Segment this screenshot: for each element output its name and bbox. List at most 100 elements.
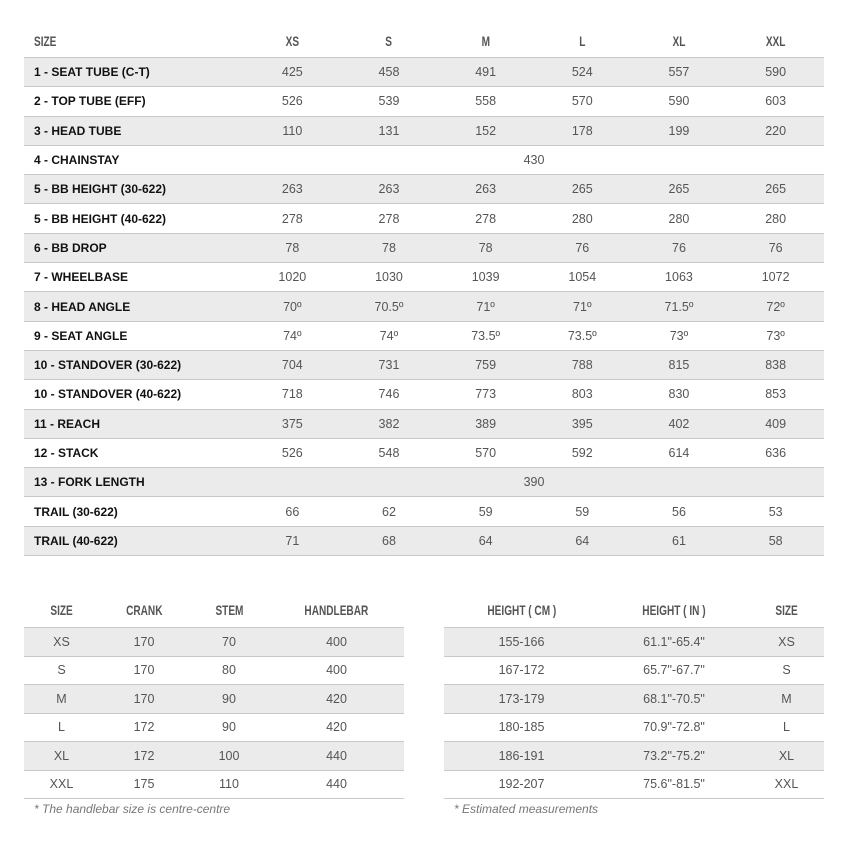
row-value: 838 [727,350,824,381]
row-value: 73.5º [437,321,534,351]
cell-value: 80 [189,656,269,685]
row-value: 557 [630,57,728,88]
row-label: 10 - STANDOVER (40-622) [24,379,244,410]
cell-value: 440 [269,770,404,799]
table-row: 8 - HEAD ANGLE 70º 70.5º 71º 71º 71.5º 72º [24,291,824,322]
cell-value: 420 [269,684,404,714]
column-header: HEIGHT ( CM ) [444,593,599,628]
table-row: L 172 90 420 [24,713,404,742]
column-header-label: STEM [214,602,243,618]
cell-value: 70 [189,627,269,657]
row-value: 570 [533,86,631,117]
row-label: 7 - WHEELBASE [24,262,244,293]
row-value: 746 [340,379,438,410]
column-header: HANDLEBAR [269,593,404,628]
row-value: 220 [727,116,824,146]
column-header: S [340,25,438,58]
table-row: M 170 90 420 [24,684,404,714]
row-value: 1030 [340,262,438,293]
row-value: 265 [630,174,728,205]
row-value: 430 [244,145,824,176]
row-value: 74º [244,321,341,351]
table-row: S 170 80 400 [24,656,404,685]
row-value: 68 [340,526,438,557]
column-header: SIZE [24,593,99,628]
column-header: CRANK [99,593,189,628]
row-label: 1 - SEAT TUBE (C-T) [24,57,244,88]
row-value: 395 [533,409,631,439]
table-row: 7 - WHEELBASE 1020 1030 1039 1054 1063 1072 [24,262,824,293]
column-header: L [533,25,631,58]
column-header: STEM [189,593,269,628]
fit-table: HEIGHT ( CM ) HEIGHT ( IN ) SIZE 155-166 61… [444,593,824,799]
row-value: 131 [340,116,438,146]
table-row: XS 170 70 400 [24,627,404,657]
cell-value: 172 [99,741,189,771]
row-value: 71 [244,526,341,557]
column-header-label: L [579,33,586,49]
row-value: 718 [244,379,341,410]
column-header-label: HANDLEBAR [304,602,369,618]
row-value: 278 [437,203,534,234]
column-header-label: SIZE [775,602,798,618]
row-value: 526 [244,86,341,117]
row-value: 265 [727,174,824,205]
row-value: 280 [630,203,728,234]
row-value: 70º [244,291,341,322]
row-value: 263 [340,174,438,205]
cell-value: 172 [99,713,189,742]
column-header-label: XL [672,33,686,49]
row-value: 402 [630,409,728,439]
table-row: 167-172 65.7"-67.7" S [444,656,824,685]
row-value: 76 [533,233,631,264]
row-label: TRAIL (30-622) [24,496,244,527]
cell-value: 100 [189,741,269,771]
column-header-label: SIZE [34,33,57,49]
row-label: 13 - FORK LENGTH [24,467,244,498]
table-row: 11 - REACH 375 382 389 395 402 409 [24,409,824,439]
row-value: 1039 [437,262,534,293]
row-value: 704 [244,350,341,381]
cell-value: 90 [189,713,269,742]
row-value: 382 [340,409,438,439]
row-value: 390 [244,467,824,498]
column-header: XXL [727,25,824,58]
table-row: 155-166 61.1"-65.4" XS [444,627,824,657]
row-value: 278 [340,203,438,234]
row-value: 524 [533,57,631,88]
row-value: 73.5º [533,321,631,351]
column-header-label: XXL [765,33,786,49]
row-value: 548 [340,438,438,469]
row-value: 803 [533,379,631,410]
row-value: 409 [727,409,824,439]
row-value: 389 [437,409,534,439]
row-value: 853 [727,379,824,410]
row-value: 78 [437,233,534,264]
row-label: TRAIL (40-622) [24,526,244,557]
row-value: 56 [630,496,728,527]
table-row: 5 - BB HEIGHT (40-622) 278 278 278 280 280 280 [24,203,824,234]
cell-value: M [749,684,824,714]
row-label: 4 - CHAINSTAY [24,145,244,176]
cell-value: XXL [24,770,99,799]
table-row: XL 172 100 440 [24,741,404,771]
row-value: 59 [437,496,534,527]
row-value: 375 [244,409,341,439]
row-label: 9 - SEAT ANGLE [24,321,244,351]
column-header: SIZE [24,25,244,58]
table-row: TRAIL (30-622) 66 62 59 59 56 53 [24,496,824,527]
cell-value: 170 [99,656,189,685]
cell-value: L [24,713,99,742]
row-value: 71.5º [630,291,728,322]
fit-header-row: HEIGHT ( CM ) HEIGHT ( IN ) SIZE [444,593,824,628]
column-header: XL [630,25,728,58]
row-value: 71º [437,291,534,322]
row-value: 70.5º [340,291,438,322]
column-header-label: S [385,33,393,49]
row-value: 78 [244,233,341,264]
row-value: 64 [533,526,631,557]
row-value: 62 [340,496,438,527]
row-label: 12 - STACK [24,438,244,469]
table-row: 2 - TOP TUBE (EFF) 526 539 558 570 590 603 [24,86,824,117]
row-value: 78 [340,233,438,264]
